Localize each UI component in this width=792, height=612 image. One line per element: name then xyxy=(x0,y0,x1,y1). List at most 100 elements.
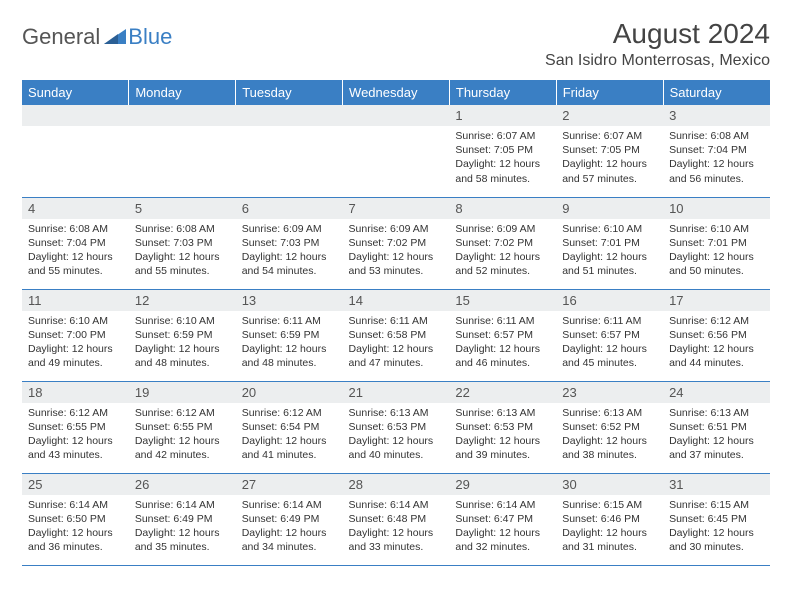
sunset-line: Sunset: 6:54 PM xyxy=(242,420,337,434)
sunset-line: Sunset: 6:58 PM xyxy=(349,328,444,342)
calendar-day-cell: 15Sunrise: 6:11 AMSunset: 6:57 PMDayligh… xyxy=(449,289,556,381)
calendar-day-cell: 8Sunrise: 6:09 AMSunset: 7:02 PMDaylight… xyxy=(449,197,556,289)
calendar-week-row: 25Sunrise: 6:14 AMSunset: 6:50 PMDayligh… xyxy=(22,473,770,565)
sunrise-line: Sunrise: 6:12 AM xyxy=(669,314,764,328)
calendar-day-cell: 20Sunrise: 6:12 AMSunset: 6:54 PMDayligh… xyxy=(236,381,343,473)
day-number: 31 xyxy=(663,474,770,495)
sunset-line: Sunset: 6:55 PM xyxy=(28,420,123,434)
day-details: Sunrise: 6:13 AMSunset: 6:53 PMDaylight:… xyxy=(343,403,450,466)
calendar-day-cell xyxy=(22,105,129,197)
sunset-line: Sunset: 6:48 PM xyxy=(349,512,444,526)
day-details: Sunrise: 6:11 AMSunset: 6:57 PMDaylight:… xyxy=(449,311,556,374)
calendar-day-cell: 21Sunrise: 6:13 AMSunset: 6:53 PMDayligh… xyxy=(343,381,450,473)
day-number: 27 xyxy=(236,474,343,495)
sunset-line: Sunset: 6:52 PM xyxy=(562,420,657,434)
daylight-line: Daylight: 12 hours and 48 minutes. xyxy=(135,342,230,370)
day-details: Sunrise: 6:13 AMSunset: 6:52 PMDaylight:… xyxy=(556,403,663,466)
calendar-day-cell xyxy=(343,105,450,197)
sunset-line: Sunset: 7:00 PM xyxy=(28,328,123,342)
day-details: Sunrise: 6:10 AMSunset: 7:01 PMDaylight:… xyxy=(556,219,663,282)
calendar-day-cell: 16Sunrise: 6:11 AMSunset: 6:57 PMDayligh… xyxy=(556,289,663,381)
daylight-line: Daylight: 12 hours and 36 minutes. xyxy=(28,526,123,554)
logo-text-general: General xyxy=(22,24,100,50)
calendar-day-cell: 3Sunrise: 6:08 AMSunset: 7:04 PMDaylight… xyxy=(663,105,770,197)
sunset-line: Sunset: 6:49 PM xyxy=(135,512,230,526)
day-details: Sunrise: 6:12 AMSunset: 6:55 PMDaylight:… xyxy=(22,403,129,466)
weekday-header: Saturday xyxy=(663,80,770,105)
calendar-day-cell: 26Sunrise: 6:14 AMSunset: 6:49 PMDayligh… xyxy=(129,473,236,565)
daylight-line: Daylight: 12 hours and 32 minutes. xyxy=(455,526,550,554)
day-number: 17 xyxy=(663,290,770,311)
day-details: Sunrise: 6:09 AMSunset: 7:02 PMDaylight:… xyxy=(343,219,450,282)
title-block: August 2024 San Isidro Monterrosas, Mexi… xyxy=(545,18,770,70)
daylight-line: Daylight: 12 hours and 48 minutes. xyxy=(242,342,337,370)
sunset-line: Sunset: 6:57 PM xyxy=(562,328,657,342)
calendar-table: SundayMondayTuesdayWednesdayThursdayFrid… xyxy=(22,80,770,566)
daylight-line: Daylight: 12 hours and 57 minutes. xyxy=(562,157,657,185)
sunrise-line: Sunrise: 6:08 AM xyxy=(28,222,123,236)
sunset-line: Sunset: 7:03 PM xyxy=(242,236,337,250)
day-number: 9 xyxy=(556,198,663,219)
daylight-line: Daylight: 12 hours and 54 minutes. xyxy=(242,250,337,278)
weekday-header: Friday xyxy=(556,80,663,105)
calendar-day-cell: 13Sunrise: 6:11 AMSunset: 6:59 PMDayligh… xyxy=(236,289,343,381)
calendar-day-cell: 10Sunrise: 6:10 AMSunset: 7:01 PMDayligh… xyxy=(663,197,770,289)
sunrise-line: Sunrise: 6:10 AM xyxy=(135,314,230,328)
sunrise-line: Sunrise: 6:09 AM xyxy=(455,222,550,236)
sunset-line: Sunset: 6:53 PM xyxy=(455,420,550,434)
sunset-line: Sunset: 7:05 PM xyxy=(455,143,550,157)
day-details: Sunrise: 6:13 AMSunset: 6:51 PMDaylight:… xyxy=(663,403,770,466)
calendar-day-cell: 9Sunrise: 6:10 AMSunset: 7:01 PMDaylight… xyxy=(556,197,663,289)
day-details: Sunrise: 6:11 AMSunset: 6:58 PMDaylight:… xyxy=(343,311,450,374)
sunrise-line: Sunrise: 6:13 AM xyxy=(455,406,550,420)
day-number: 10 xyxy=(663,198,770,219)
header: General Blue August 2024 San Isidro Mont… xyxy=(22,18,770,70)
day-number: 2 xyxy=(556,105,663,126)
calendar-day-cell: 23Sunrise: 6:13 AMSunset: 6:52 PMDayligh… xyxy=(556,381,663,473)
daylight-line: Daylight: 12 hours and 56 minutes. xyxy=(669,157,764,185)
weekday-header: Monday xyxy=(129,80,236,105)
weekday-header: Tuesday xyxy=(236,80,343,105)
day-number: 16 xyxy=(556,290,663,311)
sunset-line: Sunset: 7:04 PM xyxy=(669,143,764,157)
daylight-line: Daylight: 12 hours and 38 minutes. xyxy=(562,434,657,462)
day-details: Sunrise: 6:10 AMSunset: 7:00 PMDaylight:… xyxy=(22,311,129,374)
calendar-day-cell: 7Sunrise: 6:09 AMSunset: 7:02 PMDaylight… xyxy=(343,197,450,289)
day-details: Sunrise: 6:14 AMSunset: 6:47 PMDaylight:… xyxy=(449,495,556,558)
daylight-line: Daylight: 12 hours and 30 minutes. xyxy=(669,526,764,554)
daylight-line: Daylight: 12 hours and 53 minutes. xyxy=(349,250,444,278)
sunrise-line: Sunrise: 6:13 AM xyxy=(349,406,444,420)
day-details: Sunrise: 6:14 AMSunset: 6:48 PMDaylight:… xyxy=(343,495,450,558)
day-details: Sunrise: 6:08 AMSunset: 7:03 PMDaylight:… xyxy=(129,219,236,282)
sunrise-line: Sunrise: 6:12 AM xyxy=(135,406,230,420)
weekday-header: Wednesday xyxy=(343,80,450,105)
day-number: 22 xyxy=(449,382,556,403)
day-number: 8 xyxy=(449,198,556,219)
day-number: 30 xyxy=(556,474,663,495)
day-number: 6 xyxy=(236,198,343,219)
daylight-line: Daylight: 12 hours and 33 minutes. xyxy=(349,526,444,554)
sunset-line: Sunset: 6:59 PM xyxy=(135,328,230,342)
day-number: 21 xyxy=(343,382,450,403)
sunset-line: Sunset: 6:47 PM xyxy=(455,512,550,526)
day-number: 3 xyxy=(663,105,770,126)
calendar-day-cell xyxy=(236,105,343,197)
day-number: 4 xyxy=(22,198,129,219)
daylight-line: Daylight: 12 hours and 45 minutes. xyxy=(562,342,657,370)
sunrise-line: Sunrise: 6:11 AM xyxy=(562,314,657,328)
calendar-day-cell: 24Sunrise: 6:13 AMSunset: 6:51 PMDayligh… xyxy=(663,381,770,473)
day-number-empty xyxy=(22,105,129,126)
calendar-week-row: 11Sunrise: 6:10 AMSunset: 7:00 PMDayligh… xyxy=(22,289,770,381)
sunset-line: Sunset: 7:04 PM xyxy=(28,236,123,250)
sunrise-line: Sunrise: 6:12 AM xyxy=(242,406,337,420)
calendar-day-cell: 12Sunrise: 6:10 AMSunset: 6:59 PMDayligh… xyxy=(129,289,236,381)
day-details: Sunrise: 6:11 AMSunset: 6:57 PMDaylight:… xyxy=(556,311,663,374)
sunrise-line: Sunrise: 6:15 AM xyxy=(562,498,657,512)
sunset-line: Sunset: 6:51 PM xyxy=(669,420,764,434)
day-number-empty xyxy=(236,105,343,126)
logo-text-blue: Blue xyxy=(128,24,172,50)
day-number: 25 xyxy=(22,474,129,495)
calendar-week-row: 4 Sunrise: 6:08 AMSunset: 7:04 PM Daylight… xyxy=(22,197,770,289)
day-details: Sunrise: 6:09 AMSunset: 7:02 PMDaylight:… xyxy=(449,219,556,282)
day-details: Sunrise: 6:10 AMSunset: 6:59 PMDaylight:… xyxy=(129,311,236,374)
